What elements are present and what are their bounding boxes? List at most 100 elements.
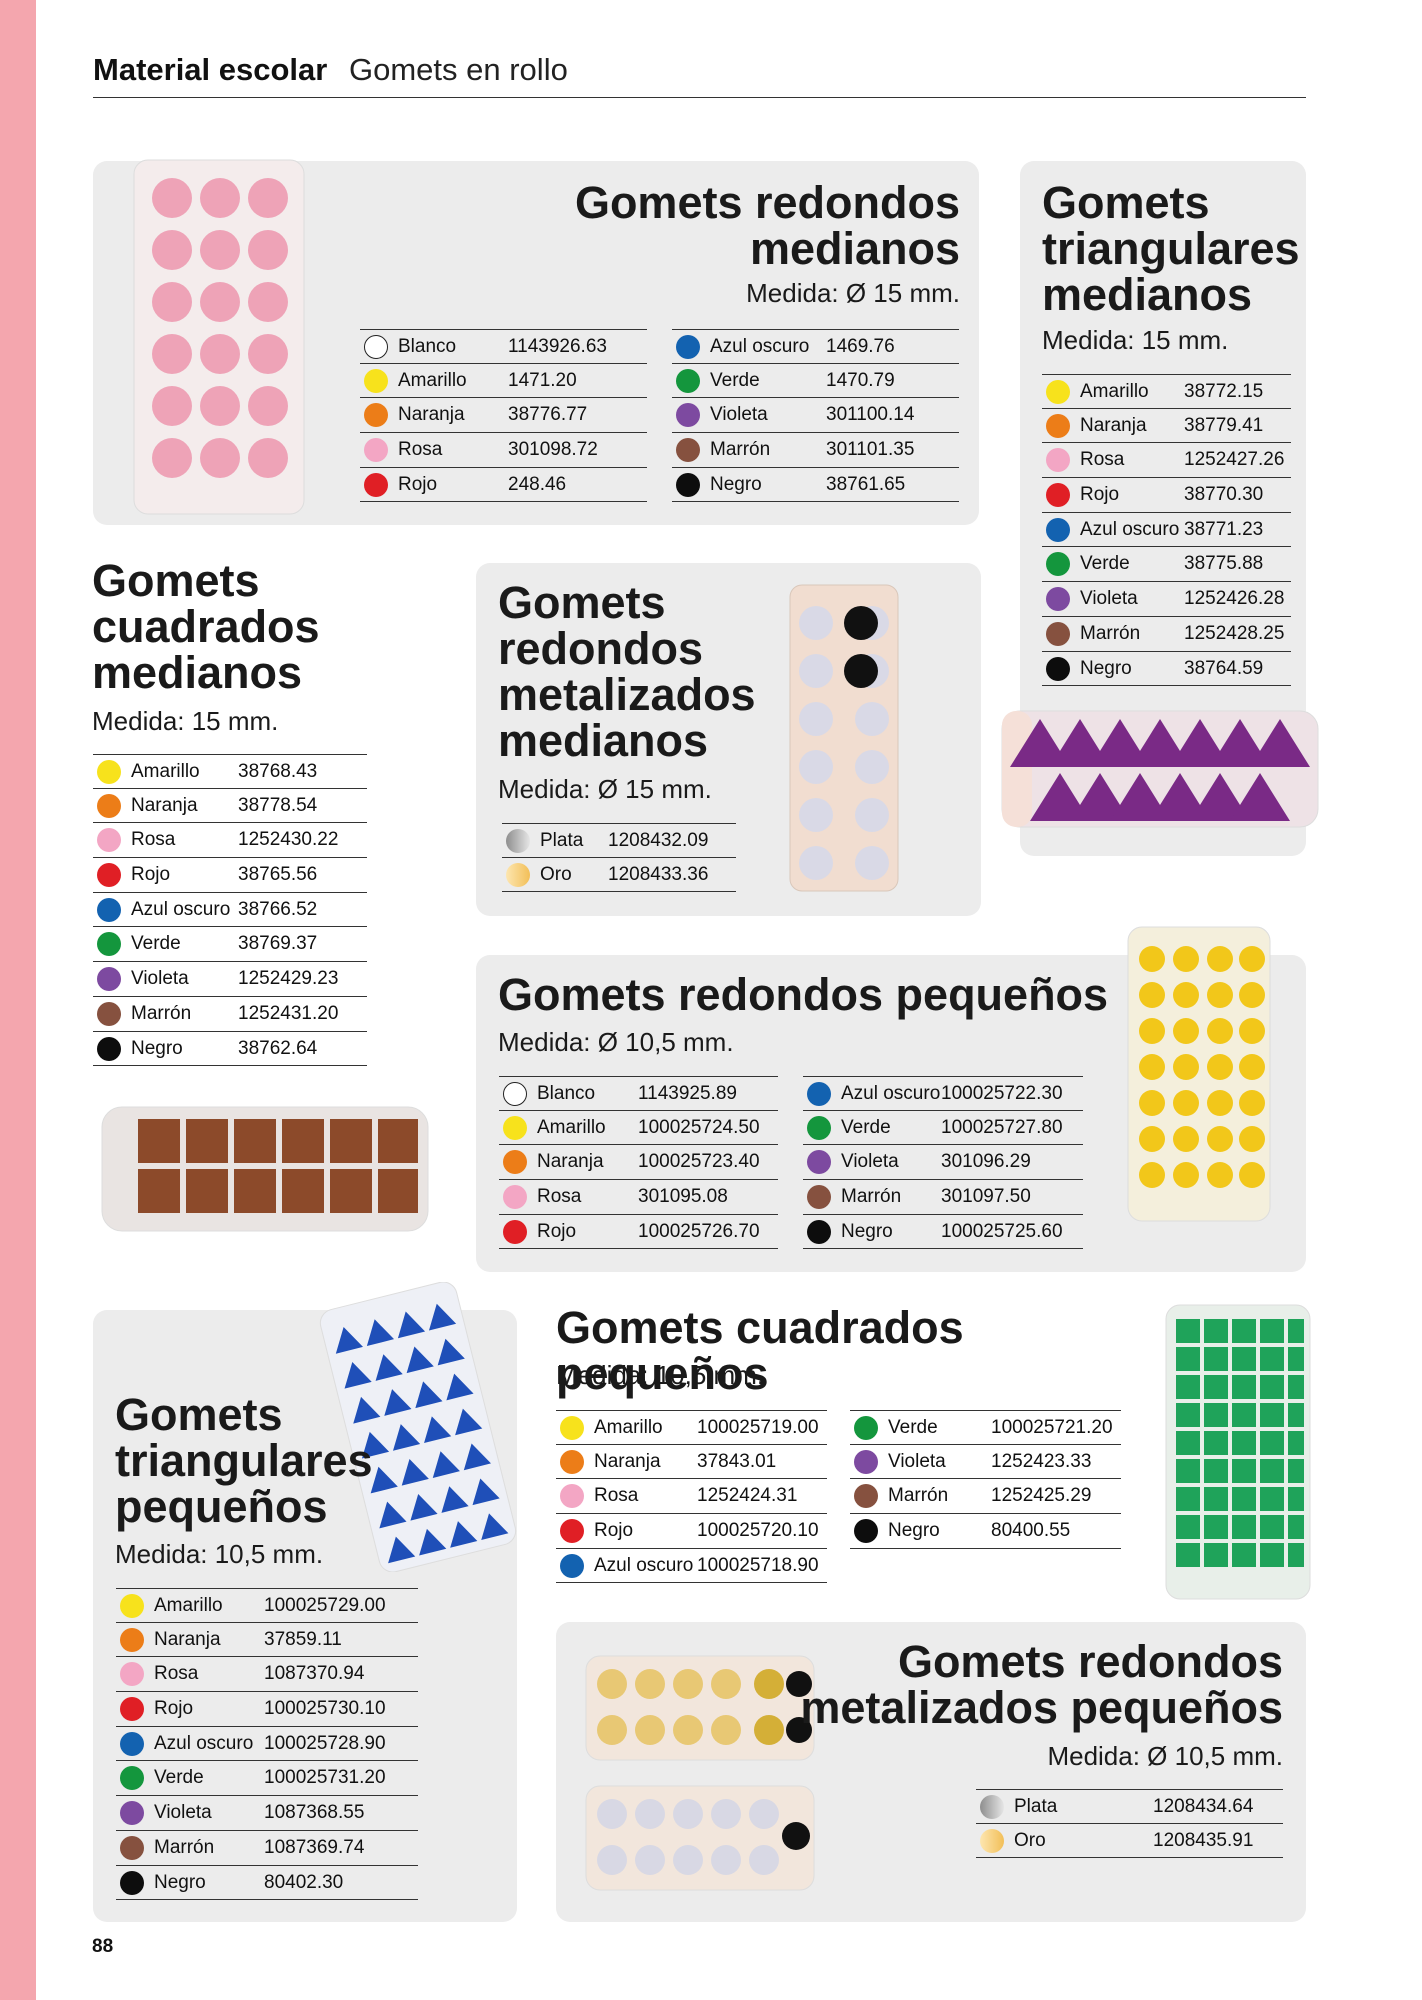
color-name: Negro: [888, 1520, 940, 1542]
color-name: Verde: [710, 369, 760, 391]
redondos-medianos-title: Gomets redondos medianos: [540, 180, 960, 272]
color-name: Marrón: [154, 1836, 215, 1858]
product-code: 301096.29: [941, 1151, 1031, 1173]
color-swatch-icon: [97, 967, 121, 992]
product-code: 1252427.26: [1184, 449, 1285, 471]
color-name: Negro: [710, 473, 762, 495]
title-line: medianos: [749, 223, 960, 274]
product-code: 80402.30: [264, 1871, 344, 1893]
product-code: 1252423.33: [991, 1450, 1092, 1472]
color-swatch-icon: [560, 1484, 584, 1509]
table-row: Rosa 1087370.94: [116, 1657, 418, 1693]
product-code: 1470.79: [826, 369, 895, 391]
color-name: Marrón: [710, 439, 771, 461]
table-row: Violeta 301096.29: [803, 1145, 1083, 1181]
title-line: medianos: [1042, 269, 1253, 320]
table-row: Rojo 100025726.70: [499, 1215, 778, 1250]
color-name: Blanco: [398, 336, 457, 357]
product-code: 37843.01: [697, 1450, 777, 1472]
product-code: 38768.43: [238, 761, 318, 782]
table-row: Naranja 38779.41: [1042, 409, 1291, 444]
table-row: Azul oscuro 100025718.90: [556, 1549, 827, 1584]
color-swatch-icon: [807, 1150, 831, 1175]
color-name: Azul oscuro: [131, 898, 231, 920]
product-code: 37859.11: [264, 1628, 342, 1650]
table-row: Rojo 38770.30: [1042, 478, 1291, 513]
product-code: 38778.54: [238, 794, 318, 816]
triangulares-pequenos-title: Gomets triangulares pequeños: [115, 1392, 415, 1530]
color-name: Verde: [841, 1116, 891, 1138]
color-name: Rosa: [398, 439, 443, 461]
table-row: Naranja 38776.77: [360, 398, 647, 434]
table-row: Violeta 1087368.55: [116, 1796, 418, 1831]
product-code: 1252428.25: [1184, 622, 1285, 644]
color-swatch-icon: [503, 1115, 527, 1140]
title-line: metalizados: [498, 669, 756, 720]
color-name: Azul oscuro: [841, 1083, 941, 1104]
product-code: 301100.14: [826, 404, 915, 426]
table-row: Verde 100025731.20: [116, 1761, 418, 1797]
color-name: Negro: [154, 1871, 206, 1893]
color-name: Naranja: [398, 404, 465, 426]
product-code: 80400.55: [991, 1520, 1071, 1542]
title-line: medianos: [92, 647, 303, 698]
color-swatch-icon: [364, 335, 388, 359]
triangulares-medianos-table: Amarillo 38772.15 Naranja 38779.41 Rosa 12524…: [1042, 374, 1291, 687]
product-code: 1087369.74: [264, 1836, 365, 1858]
product-code: 1143925.89: [638, 1083, 737, 1104]
color-swatch-icon: [854, 1416, 878, 1440]
color-swatch-icon: [97, 760, 121, 784]
color-name: Amarillo: [131, 761, 200, 782]
triangulares-medianos-measure: Medida: 15 mm.: [1042, 325, 1229, 355]
color-swatch-icon: [807, 1219, 831, 1244]
table-row: Violeta 1252426.28: [1042, 582, 1291, 617]
title-line: redondos: [498, 623, 704, 674]
color-name: Rojo: [154, 1698, 194, 1720]
color-swatch-icon: [676, 438, 700, 463]
cuadrados-medianos-measure: Medida: 15 mm.: [92, 706, 279, 736]
title-line: Gomets: [115, 1389, 283, 1440]
table-row: Negro 38762.64: [93, 1032, 367, 1067]
table-row: Rojo 100025720.10: [556, 1514, 827, 1549]
table-row: Negro 38761.65: [672, 468, 959, 503]
table-row: Rojo 38765.56: [93, 858, 367, 893]
table-row: Amarillo 100025719.00: [556, 1410, 827, 1445]
table-row: Verde 38769.37: [93, 927, 367, 963]
product-code: 38770.30: [1184, 484, 1264, 506]
product-code: 100025720.10: [697, 1520, 819, 1542]
table-row: Azul oscuro 100025728.90: [116, 1727, 418, 1762]
table-row: Blanco 1143926.63: [360, 329, 647, 364]
color-name: Azul oscuro: [1080, 518, 1180, 540]
table-row: Amarillo 100025724.50: [499, 1111, 778, 1146]
product-code: 38765.56: [238, 864, 318, 886]
table-row: Oro 1208433.36: [502, 858, 736, 893]
color-swatch-icon: [97, 828, 121, 853]
color-name: Azul oscuro: [594, 1554, 694, 1576]
product-code: 1471.20: [508, 369, 577, 391]
color-swatch-icon: [560, 1519, 584, 1544]
silver-metallic-roll-image: [789, 584, 899, 892]
product-code: 38772.15: [1184, 381, 1264, 402]
product-code: 100025719.00: [697, 1417, 819, 1438]
product-code: 1208434.64: [1153, 1796, 1254, 1817]
product-code: 100025725.60: [941, 1220, 1063, 1242]
color-swatch-icon: [1046, 413, 1070, 438]
color-swatch-icon: [854, 1484, 878, 1509]
product-code: 100025728.90: [264, 1732, 386, 1754]
color-name: Naranja: [537, 1151, 604, 1173]
table-row: Amarillo 100025729.00: [116, 1588, 418, 1623]
color-swatch-icon: [560, 1416, 584, 1440]
redondos-pequenos-table-left: Blanco 1143925.89 Amarillo 100025724.50 Nara…: [499, 1076, 778, 1250]
table-row: Negro 80400.55: [850, 1514, 1121, 1549]
color-name: Amarillo: [1080, 381, 1149, 402]
product-code: 38779.41: [1184, 414, 1264, 436]
table-row: Rosa 301095.08: [499, 1180, 778, 1215]
color-name: Blanco: [537, 1083, 596, 1104]
triangulares-pequenos-table: Amarillo 100025729.00 Naranja 37859.11 Rosa 1…: [116, 1588, 418, 1901]
metalizados-medianos-title: Gomets redondos metalizados medianos: [498, 580, 788, 764]
title-line: cuadrados: [92, 601, 320, 652]
brown-square-roll-image: [101, 1106, 429, 1232]
metalizados-pequenos-title: Gomets redondos metalizados pequeños: [760, 1639, 1283, 1731]
table-row: Verde 100025727.80: [803, 1111, 1083, 1146]
table-row: Amarillo 38768.43: [93, 754, 367, 789]
